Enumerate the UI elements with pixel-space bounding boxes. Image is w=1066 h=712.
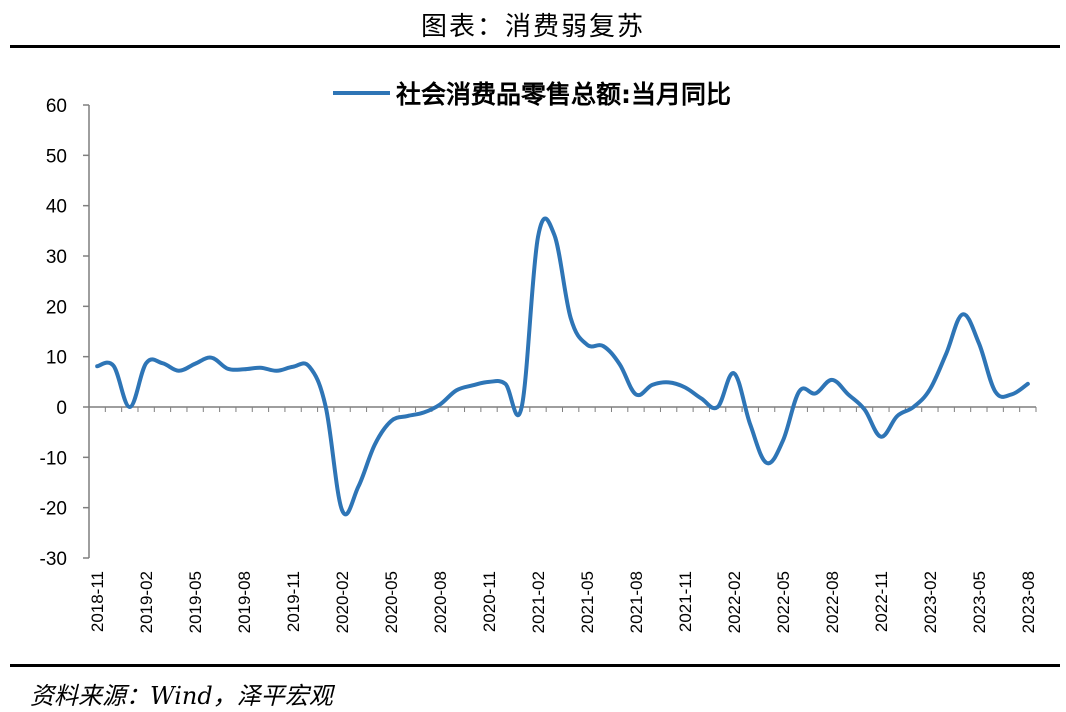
y-axis: 60 50 40 30 20 10 0 -10 -20 -30 [40,96,90,570]
x-tick-label: 2021-02 [529,571,548,633]
x-tick-label: 2022-11 [872,571,891,632]
y-tick-label: 50 [46,146,67,167]
x-tick-label: 2022-05 [774,571,793,633]
source-note: 资料来源：Wind，泽平宏观 [30,682,333,710]
y-tick-label: 20 [46,297,67,318]
x-tick-label: 2021-11 [676,571,695,632]
y-tick-label: 60 [46,96,67,117]
x-tick-label: 2018-11 [88,571,107,632]
legend: 社会消费品零售总额:当月同比 [333,80,731,109]
y-tick-label: 30 [46,247,67,268]
series-line-retail-sales-yoy [95,216,1030,517]
x-tick-label: 2020-05 [382,571,401,633]
x-tick-label: 2022-02 [725,571,744,633]
figure-title: 图表：消费弱复苏 [420,12,645,42]
x-tick-label: 2020-11 [480,571,499,632]
x-tick-label: 2019-02 [137,571,156,633]
x-tick-label: 2021-05 [578,571,597,633]
x-tick-label: 2021-08 [627,571,646,633]
x-tick-label: 2020-08 [431,571,450,633]
y-tick-label: 0 [56,398,67,419]
x-tick-label: 2023-05 [970,571,989,633]
x-tick-label: 2020-02 [333,571,352,633]
x-tick-label: 2019-05 [186,571,205,633]
x-tick-label: 2019-11 [284,571,303,632]
y-tick-label: 10 [46,348,67,369]
x-axis: 2018-11 2019-02 2019-05 2019-08 2019-11 2020-… [88,406,1038,633]
y-tick-label: -20 [40,499,67,520]
legend-label: 社会消费品零售总额:当月同比 [396,80,731,109]
bottom-rule [10,664,1060,667]
top-rule [10,45,1060,48]
y-tick-label: 40 [46,197,67,218]
x-tick-label: 2023-08 [1019,571,1038,633]
x-tick-label: 2023-02 [921,571,940,633]
x-tick-label: 2019-08 [235,571,254,633]
y-tick-label: -10 [40,448,67,469]
y-tick-label: -30 [40,549,67,570]
x-tick-label: 2022-08 [823,571,842,633]
